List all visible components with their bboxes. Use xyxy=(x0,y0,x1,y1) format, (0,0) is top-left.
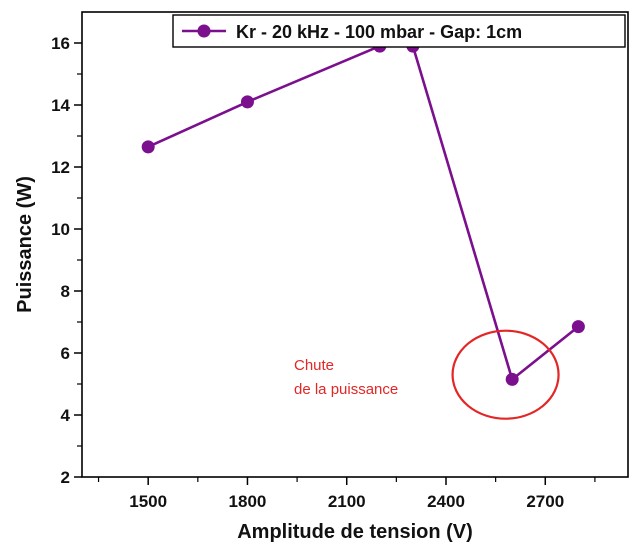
data-point xyxy=(240,95,254,109)
y-tick-label: 4 xyxy=(61,406,71,425)
x-tick-label: 1500 xyxy=(129,492,167,511)
legend-label: Kr - 20 kHz - 100 mbar - Gap: 1cm xyxy=(236,22,522,42)
y-tick-label: 6 xyxy=(61,344,70,363)
data-point xyxy=(141,140,155,154)
y-tick-label: 14 xyxy=(51,96,70,115)
legend-box xyxy=(172,14,626,48)
x-axis-title: Amplitude de tension (V) xyxy=(237,521,473,543)
x-tick-label: 1800 xyxy=(229,492,267,511)
series-line xyxy=(147,44,580,381)
axes: 1500 1800 2100 2400 2700 2 4 6 8 10 12 14 16 Amplitud… xyxy=(14,11,629,543)
highlight-ellipse xyxy=(451,329,560,420)
legend: Kr - 20 kHz - 100 mbar - Gap: 1cm xyxy=(172,14,626,48)
annotation-text: Chute xyxy=(294,357,334,374)
plot-frame xyxy=(81,11,629,478)
series-layer xyxy=(141,39,585,386)
annotation-layer: Chute de la puissance xyxy=(294,329,560,420)
data-point xyxy=(571,320,585,334)
y-tick-label: 12 xyxy=(51,158,70,177)
legend-marker xyxy=(197,24,211,38)
y-tick-label: 8 xyxy=(61,282,70,301)
data-point xyxy=(505,372,519,386)
y-tick-label: 2 xyxy=(61,468,70,487)
y-axis-title: Puissance (W) xyxy=(14,176,36,313)
x-tick-label: 2400 xyxy=(427,492,465,511)
x-tick-label: 2100 xyxy=(328,492,366,511)
annotation-text: de la puissance xyxy=(294,381,398,398)
x-tick-label: 2700 xyxy=(526,492,564,511)
y-tick-label: 10 xyxy=(51,220,70,239)
y-tick-label: 16 xyxy=(51,34,70,53)
